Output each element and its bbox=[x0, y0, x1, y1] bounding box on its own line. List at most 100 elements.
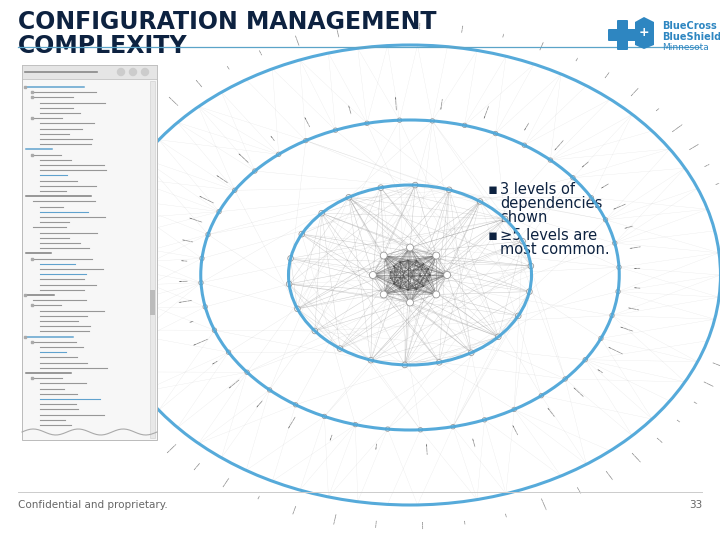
Text: ───────: ─────── bbox=[167, 443, 179, 455]
Circle shape bbox=[495, 334, 501, 340]
Text: ───: ─── bbox=[180, 259, 187, 264]
Text: ──────: ────── bbox=[333, 513, 339, 524]
Text: ──────: ────── bbox=[554, 139, 567, 152]
Text: ────: ──── bbox=[654, 436, 662, 444]
Text: ────: ──── bbox=[469, 436, 475, 447]
Text: ───: ─── bbox=[375, 442, 380, 450]
Text: ───: ─── bbox=[211, 360, 219, 367]
Circle shape bbox=[418, 428, 423, 432]
Text: ───: ─── bbox=[595, 368, 603, 375]
Circle shape bbox=[217, 210, 221, 214]
Circle shape bbox=[130, 69, 137, 76]
Text: ───────: ─────── bbox=[192, 338, 210, 348]
Circle shape bbox=[571, 176, 575, 180]
Text: ─────: ───── bbox=[77, 246, 86, 251]
Text: CONFIGURATION MANAGEMENT: CONFIGURATION MANAGEMENT bbox=[18, 10, 436, 34]
Circle shape bbox=[599, 336, 603, 341]
Text: ──────: ────── bbox=[236, 152, 249, 164]
Text: ─────: ───── bbox=[193, 79, 202, 88]
Circle shape bbox=[603, 218, 608, 222]
Text: 3 levels of: 3 levels of bbox=[500, 182, 575, 197]
Circle shape bbox=[226, 350, 230, 354]
Text: ───: ─── bbox=[329, 434, 335, 442]
Circle shape bbox=[503, 216, 508, 222]
Text: ──: ── bbox=[656, 107, 661, 113]
Text: ──────: ────── bbox=[214, 173, 228, 184]
Circle shape bbox=[610, 313, 614, 318]
Text: ────: ──── bbox=[375, 520, 380, 528]
Circle shape bbox=[206, 232, 210, 237]
Text: ─────: ───── bbox=[292, 505, 300, 515]
Text: ─────: ───── bbox=[302, 115, 310, 127]
Text: ──────: ────── bbox=[484, 105, 492, 120]
Circle shape bbox=[402, 362, 408, 368]
Text: ──: ── bbox=[257, 495, 262, 500]
Text: ──────: ────── bbox=[222, 477, 231, 488]
FancyBboxPatch shape bbox=[617, 20, 628, 50]
Text: ────: ──── bbox=[255, 400, 264, 410]
Text: ────: ──── bbox=[86, 335, 94, 341]
Circle shape bbox=[333, 128, 338, 132]
Circle shape bbox=[276, 152, 281, 157]
FancyBboxPatch shape bbox=[150, 81, 155, 438]
Text: shown: shown bbox=[500, 210, 547, 225]
Text: BlueCross: BlueCross bbox=[662, 21, 716, 31]
Text: ──: ── bbox=[462, 519, 466, 524]
Text: ────: ──── bbox=[624, 225, 634, 231]
Circle shape bbox=[589, 195, 594, 200]
Text: ───: ─── bbox=[633, 286, 640, 291]
Text: ─────: ───── bbox=[77, 299, 86, 305]
Text: ─────: ───── bbox=[147, 427, 156, 435]
Text: ────: ──── bbox=[461, 24, 466, 32]
Text: ────: ──── bbox=[345, 104, 351, 114]
Text: ────: ──── bbox=[574, 487, 581, 495]
Text: ───: ─── bbox=[267, 134, 274, 143]
Text: ────: ──── bbox=[418, 22, 423, 29]
Circle shape bbox=[385, 427, 390, 431]
Text: ──: ── bbox=[675, 419, 680, 424]
Circle shape bbox=[477, 199, 483, 204]
Text: ──: ── bbox=[502, 33, 507, 38]
Circle shape bbox=[380, 252, 387, 259]
Circle shape bbox=[380, 291, 387, 298]
Text: ≥5 levels are: ≥5 levels are bbox=[500, 228, 597, 243]
Circle shape bbox=[199, 256, 204, 261]
Text: ──────: ────── bbox=[178, 299, 193, 305]
Circle shape bbox=[368, 357, 374, 363]
Text: ────: ──── bbox=[418, 521, 423, 529]
Circle shape bbox=[369, 272, 377, 279]
Text: ──────: ────── bbox=[187, 217, 202, 225]
Text: ──────: ────── bbox=[79, 227, 91, 233]
Text: ───: ─── bbox=[94, 354, 101, 359]
Circle shape bbox=[436, 360, 442, 365]
Text: ──: ── bbox=[376, 24, 380, 28]
Circle shape bbox=[288, 255, 293, 261]
Circle shape bbox=[253, 169, 257, 173]
Text: ──────: ────── bbox=[84, 208, 96, 215]
Text: ──────: ────── bbox=[612, 202, 626, 212]
Circle shape bbox=[407, 299, 413, 306]
Circle shape bbox=[522, 143, 526, 147]
Text: ─────: ───── bbox=[544, 406, 554, 417]
Text: ────: ──── bbox=[605, 71, 612, 79]
Circle shape bbox=[407, 244, 413, 251]
Text: 33: 33 bbox=[689, 500, 702, 510]
Circle shape bbox=[354, 422, 358, 427]
Circle shape bbox=[378, 185, 384, 191]
Text: ─────: ───── bbox=[510, 423, 518, 435]
Circle shape bbox=[233, 188, 237, 192]
Text: ──────: ────── bbox=[392, 95, 397, 110]
Text: ───: ─── bbox=[256, 49, 262, 56]
Text: ──: ── bbox=[691, 400, 696, 406]
Text: ───────: ─────── bbox=[78, 317, 91, 323]
Circle shape bbox=[117, 69, 125, 76]
Circle shape bbox=[304, 138, 308, 143]
Circle shape bbox=[397, 118, 402, 123]
Circle shape bbox=[212, 328, 217, 333]
Circle shape bbox=[516, 313, 521, 319]
Text: ──────: ────── bbox=[702, 380, 713, 388]
Circle shape bbox=[245, 370, 249, 374]
Text: ───────: ─────── bbox=[711, 361, 720, 370]
FancyBboxPatch shape bbox=[608, 29, 638, 41]
Text: ───────: ─────── bbox=[127, 407, 140, 417]
